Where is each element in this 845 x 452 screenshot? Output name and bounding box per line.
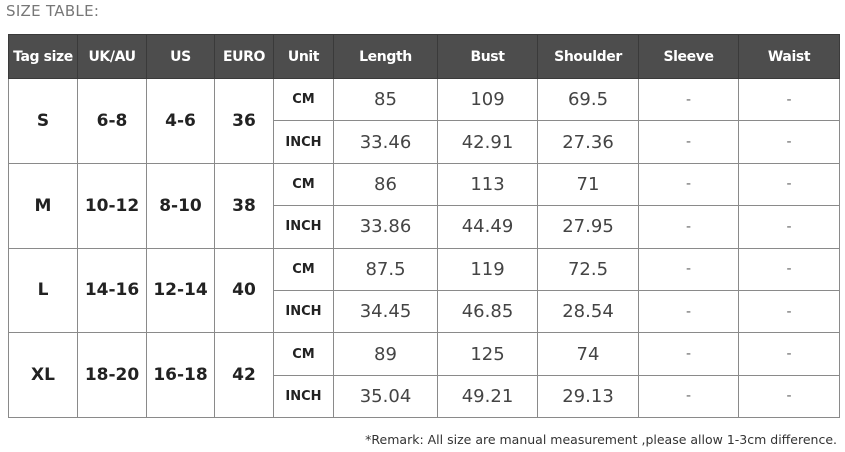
shoulder-cell: 69.5: [537, 77, 639, 122]
bust-cell: 49.21: [437, 374, 538, 419]
bust-cell: 119: [437, 247, 538, 291]
table-row: XL 18-20 16-18 42 CM 89 125 74- -: [8, 332, 840, 419]
bust-cell: 109: [437, 77, 538, 122]
shoulder-cell: 71: [537, 162, 639, 207]
shoulder-cell: 27.36: [537, 120, 639, 164]
euro-cell: 40: [214, 247, 274, 334]
bust-cell: 113: [437, 162, 538, 207]
bust-cell: 44.49: [437, 205, 538, 249]
size-table: Tag size UK/AU US EURO Unit Length Bust Shoulde…: [8, 34, 840, 419]
waist-cell: -: [738, 77, 840, 122]
length-cell: 35.04: [333, 374, 438, 419]
waist-cell: -: [738, 247, 840, 291]
euro-cell: 42: [214, 332, 274, 419]
column-header-bust: Bust: [437, 34, 538, 79]
uk-au-cell: 6-8: [77, 78, 147, 164]
sleeve-cell: -: [638, 205, 739, 249]
shoulder-cell: 72.5: [537, 247, 639, 291]
sleeve-cell: -: [638, 247, 739, 291]
unit-cell: INCH: [273, 374, 334, 419]
unit-cell: CM: [273, 332, 334, 376]
table-row: L 14-16 12-14 40 CM 87.5 119 72.5- -: [8, 247, 840, 334]
waist-cell: -: [738, 374, 840, 419]
column-header-unit: Unit: [273, 34, 334, 79]
waist-cell: -: [738, 162, 840, 207]
length-cell: 86: [333, 162, 438, 207]
length-cell: 34.45: [333, 289, 438, 334]
tag-size-cell: L: [8, 247, 78, 334]
sleeve-cell: -: [638, 162, 739, 207]
us-cell: 12-14: [146, 247, 215, 334]
length-cell: 33.46: [333, 120, 438, 164]
us-cell: 16-18: [146, 332, 215, 419]
shoulder-cell: 27.95: [537, 205, 639, 249]
tag-size-cell: S: [8, 78, 78, 164]
unit-cell: INCH: [273, 289, 334, 334]
sleeve-cell: -: [638, 374, 739, 419]
column-header-waist: Waist: [738, 34, 840, 79]
unit-cell: CM: [273, 247, 334, 291]
column-header-length: Length: [333, 34, 438, 79]
bust-cell: 125: [437, 332, 538, 376]
tag-size-cell: XL: [8, 332, 78, 419]
table-row: INCH 33.86 44.49 27.95- -: [9, 205, 840, 249]
shoulder-cell: 28.54: [537, 289, 639, 334]
unit-cell: INCH: [273, 205, 334, 249]
shoulder-cell: 29.13: [537, 374, 639, 419]
waist-cell: -: [738, 289, 840, 334]
uk-au-cell: 10-12: [77, 162, 147, 249]
column-header-us: US: [146, 34, 215, 79]
bust-cell: 42.91: [437, 120, 538, 164]
uk-au-cell: 14-16: [77, 247, 147, 334]
us-cell: 8-10: [146, 162, 215, 249]
header-row: Tag size UK/AU US EURO Unit Length Bust Shoulde…: [8, 34, 840, 79]
uk-au-cell: 18-20: [77, 332, 147, 419]
waist-cell: -: [738, 205, 840, 249]
unit-cell: CM: [273, 162, 334, 207]
length-cell: 89: [333, 332, 438, 376]
column-header-euro: EURO: [214, 34, 274, 79]
table-row: M 10-12 8-10 38 CM 86 113 71- -: [8, 162, 840, 249]
euro-cell: 38: [214, 162, 274, 249]
sleeve-cell: -: [638, 332, 739, 376]
waist-cell: -: [738, 120, 840, 164]
column-header-shoulder: Shoulder: [537, 34, 639, 79]
waist-cell: -: [738, 332, 840, 376]
unit-cell: CM: [273, 77, 334, 122]
sleeve-cell: -: [638, 77, 739, 122]
column-header-tag-size: Tag size: [8, 34, 78, 79]
length-cell: 87.5: [333, 247, 438, 291]
shoulder-cell: 74: [537, 332, 639, 376]
table-row: INCH 33.46 42.91 27.36- -: [9, 120, 840, 164]
length-cell: 85: [333, 77, 438, 122]
column-header-uk-au: UK/AU: [77, 34, 147, 79]
euro-cell: 36: [214, 78, 274, 164]
us-cell: 4-6: [146, 78, 215, 164]
column-header-sleeve: Sleeve: [638, 34, 739, 79]
sleeve-cell: -: [638, 289, 739, 334]
table-row: INCH 34.45 46.85 28.54- -: [9, 289, 840, 334]
bust-cell: 46.85: [437, 289, 538, 334]
table-row: INCH 35.04 49.21 29.13- -: [9, 374, 840, 419]
tag-size-cell: M: [8, 162, 78, 249]
size-table-title: SIZE TABLE:: [6, 2, 100, 20]
remark-note: *Remark: All size are manual measurement…: [365, 432, 837, 447]
unit-cell: INCH: [273, 120, 334, 164]
table-row: S 6-8 4-6 36 CM 85 109 69.5- -: [8, 77, 840, 164]
sleeve-cell: -: [638, 120, 739, 164]
length-cell: 33.86: [333, 205, 438, 249]
